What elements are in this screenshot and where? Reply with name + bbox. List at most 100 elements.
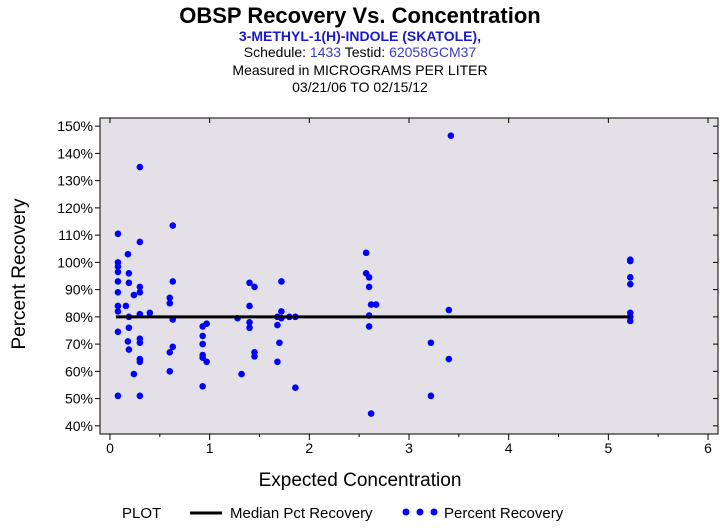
y-tick-label: 90% [65, 282, 93, 298]
data-point [199, 354, 206, 362]
testid-value: 62058GCM37 [389, 44, 477, 60]
data-point [114, 278, 122, 285]
data-point [125, 346, 133, 353]
chart-subtitle: 3-METHYL-1(H)-INDOLE (SKATOLE), [238, 28, 482, 44]
y-tick-label: 140% [57, 145, 93, 161]
data-point [166, 299, 174, 307]
data-point [626, 257, 634, 265]
data-point [199, 383, 206, 390]
data-point [114, 392, 122, 400]
y-tick-label: 120% [57, 200, 93, 216]
y-tick-label: 50% [65, 391, 93, 407]
data-point [124, 338, 132, 345]
data-point [199, 340, 206, 348]
x-tick-label: 0 [106, 440, 114, 456]
schedule-value: 1433 [309, 44, 342, 60]
data-point [626, 280, 634, 288]
data-point [372, 301, 380, 308]
data-point [365, 274, 373, 281]
data-point [626, 317, 634, 325]
x-tick-label: 2 [305, 440, 313, 456]
data-point [246, 324, 253, 332]
data-point [278, 278, 285, 285]
data-point [136, 163, 144, 171]
data-point [445, 306, 453, 314]
data-point [136, 238, 144, 246]
x-axis-label: Expected Concentration [258, 470, 462, 491]
data-point [238, 370, 245, 378]
data-point [146, 309, 154, 317]
data-point [365, 283, 373, 291]
data-point [114, 308, 122, 315]
x-tick-label: 3 [405, 440, 413, 456]
data-point [246, 279, 253, 287]
y-tick-label: 110% [58, 227, 93, 243]
data-point [169, 278, 177, 285]
data-point [166, 368, 174, 375]
schedule-label: Schedule: [243, 44, 307, 60]
data-point [169, 222, 177, 229]
data-point [251, 353, 258, 360]
y-tick-label: 60% [65, 363, 93, 379]
data-point [114, 302, 122, 310]
units-line: Measured in MICROGRAMS PER LITER [232, 62, 488, 78]
legend-plot-label: PLOT [122, 505, 162, 522]
data-point [125, 269, 133, 277]
data-point [274, 321, 281, 329]
data-point [136, 283, 144, 291]
data-point [114, 230, 122, 238]
data-point [626, 274, 634, 281]
data-point [445, 355, 453, 363]
data-point [246, 302, 253, 310]
data-point [114, 268, 122, 276]
legend-points-swatch [402, 508, 438, 516]
data-point [427, 339, 435, 347]
data-point [274, 358, 281, 366]
data-point [136, 289, 144, 296]
data-point [136, 339, 144, 347]
x-tick-label: 6 [704, 440, 712, 456]
data-point [130, 370, 138, 378]
data-points [114, 132, 634, 417]
y-tick-label: 130% [57, 173, 93, 189]
legend-median-label: Median Pct Recovery [230, 505, 373, 522]
x-tick-label: 5 [604, 440, 612, 456]
axis-ticks: 40%50%60%70%80%90%100%110%120%130%140%15… [57, 118, 718, 456]
legend-recovery-label: Percent Recovery [444, 505, 564, 522]
data-point [166, 348, 174, 356]
data-point [199, 332, 206, 340]
data-point [124, 250, 132, 258]
data-point [203, 320, 210, 327]
data-point [136, 358, 144, 366]
y-axis-label: Percent Recovery [9, 198, 30, 350]
chart-title: OBSP Recovery Vs. Concentration [179, 3, 541, 28]
schedule-line: Schedule: 1433 Testid: 62058GCM37 [0, 44, 720, 60]
data-point [130, 291, 138, 299]
y-tick-label: 150% [57, 118, 93, 134]
data-point [427, 392, 435, 400]
data-point [365, 323, 373, 330]
data-point [367, 410, 375, 417]
data-point [362, 249, 370, 257]
data-point [114, 263, 122, 270]
data-point [169, 343, 177, 351]
plot-area [99, 117, 719, 435]
data-point [278, 308, 285, 315]
data-point [251, 283, 258, 291]
data-point [276, 339, 283, 347]
y-tick-label: 100% [57, 254, 93, 270]
data-point [367, 301, 375, 308]
y-tick-label: 40% [65, 418, 93, 434]
data-point [114, 289, 122, 296]
data-point [122, 302, 130, 310]
x-tick-label: 1 [206, 440, 214, 456]
data-point [203, 358, 210, 366]
data-point [246, 319, 253, 326]
data-point [166, 294, 174, 302]
data-point [114, 328, 122, 336]
data-point [125, 324, 133, 332]
data-point [136, 392, 144, 400]
data-point [447, 132, 455, 140]
data-point [292, 384, 299, 391]
y-tick-label: 80% [65, 309, 93, 325]
